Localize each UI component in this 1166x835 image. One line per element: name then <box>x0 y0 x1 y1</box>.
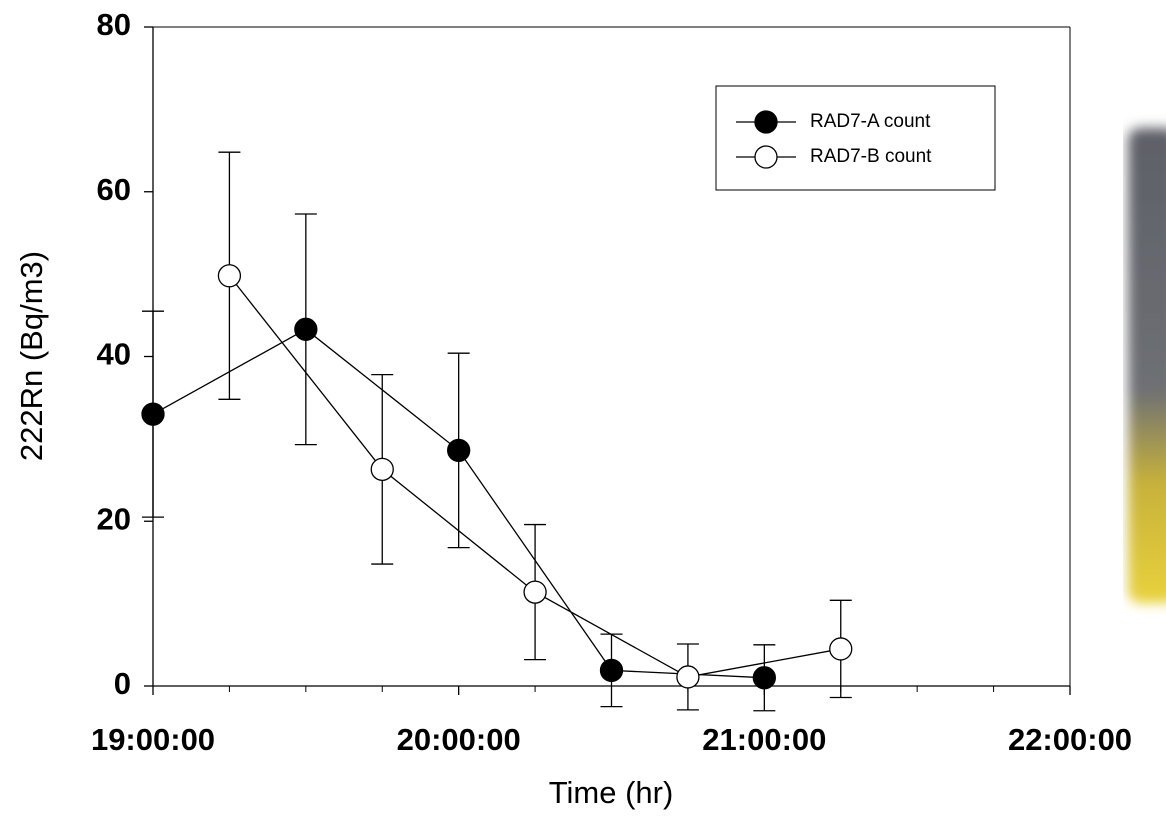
x-tick-label: 19:00:00 <box>91 722 215 757</box>
x-tick-label: 20:00:00 <box>397 722 521 757</box>
y-tick-label: 0 <box>114 666 131 701</box>
y-tick-label: 60 <box>97 172 131 207</box>
data-point <box>676 665 700 689</box>
y-axis-title: 222Rn (Bq/m3) <box>14 251 49 461</box>
data-point <box>294 317 318 341</box>
data-point <box>447 438 471 463</box>
y-tick-label: 80 <box>97 7 131 42</box>
legend-marker <box>754 145 778 169</box>
data-point <box>829 637 853 661</box>
y-tick-label: 40 <box>97 337 131 372</box>
data-point <box>599 658 624 682</box>
data-point <box>141 402 165 426</box>
data-point <box>523 580 547 604</box>
data-point <box>370 457 394 482</box>
data-point <box>752 666 776 690</box>
data-point <box>217 264 242 288</box>
legend-label: RAD7-B count <box>810 146 932 167</box>
y-tick-label: 20 <box>97 501 131 536</box>
x-tick-label: 22:00:00 <box>1008 722 1132 757</box>
photo-fragment <box>1128 128 1166 603</box>
legend-label: RAD7-A count <box>810 111 931 132</box>
x-tick-label: 21:00:00 <box>702 722 826 757</box>
legend-marker <box>754 110 778 134</box>
x-axis-title: Time (hr) <box>549 775 674 810</box>
legend-box <box>715 85 996 191</box>
